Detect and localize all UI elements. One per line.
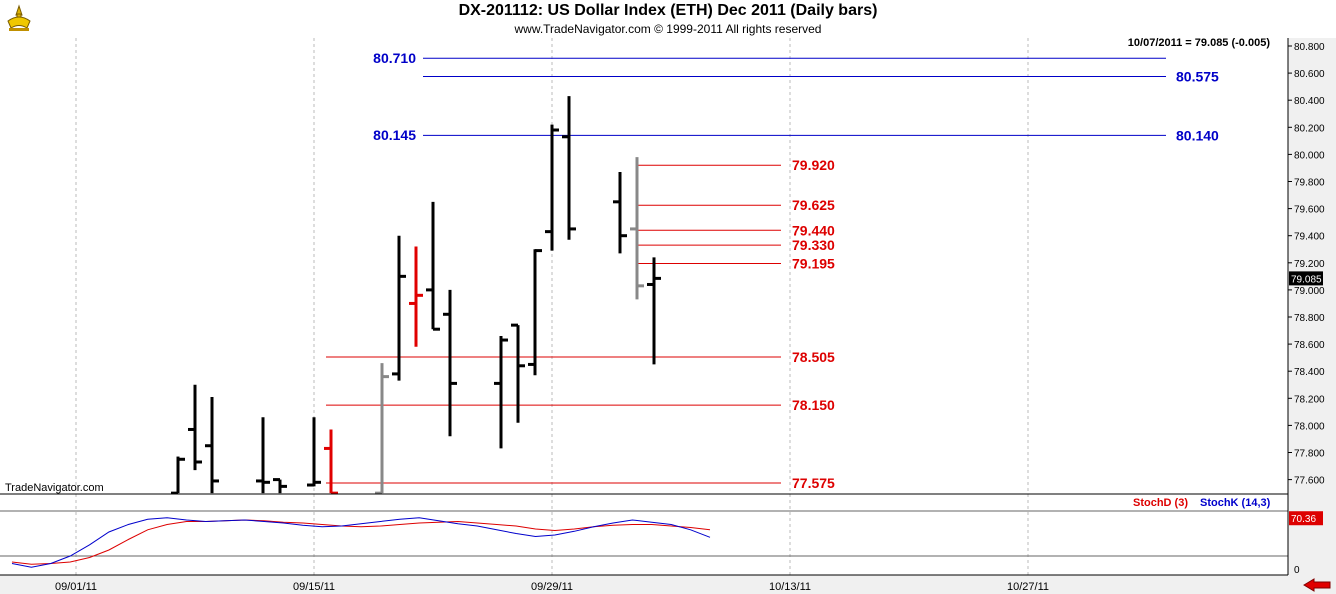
copyright-subtitle: www.TradeNavigator.com © 1999-2011 All r…: [514, 22, 822, 36]
x-tick-label: 10/27/11: [1007, 581, 1049, 593]
x-tick-label: 09/01/11: [55, 581, 97, 593]
title-bar: DX-201112: US Dollar Index (ETH) Dec 201…: [0, 0, 1336, 38]
y-tick-label: 79.800: [1294, 178, 1325, 189]
price-level-label: 80.140: [1176, 127, 1219, 143]
y-tick-label: 78.600: [1294, 340, 1325, 351]
y-tick-label: 79.600: [1294, 205, 1325, 216]
price-level-label: 77.575: [792, 475, 835, 491]
price-level-label: 79.625: [792, 197, 835, 213]
stoch-last-badge: [1289, 511, 1323, 526]
plot-background: [0, 38, 1288, 575]
price-level-label: 80.145: [373, 127, 416, 143]
y-axis-background: [1288, 38, 1336, 594]
y-tick-label: 79.000: [1294, 286, 1325, 297]
price-level-label: 79.330: [792, 237, 835, 253]
y-tick-label: 80.800: [1294, 42, 1325, 53]
y-tick-label: 80.200: [1294, 123, 1325, 134]
last-quote-label: 10/07/2011 = 79.085 (-0.005): [1128, 38, 1271, 49]
y-tick-label: 80.000: [1294, 150, 1325, 161]
price-level-label: 79.440: [792, 222, 835, 238]
price-level-label: 78.505: [792, 349, 835, 365]
x-tick-label: 09/15/11: [293, 581, 335, 593]
price-level-label: 79.195: [792, 255, 835, 271]
y-tick-label: 77.800: [1294, 449, 1325, 460]
stoch-line: [11, 517, 711, 568]
price-level-label: 78.150: [792, 397, 835, 413]
chart-title: DX-201112: US Dollar Index (ETH) Dec 201…: [458, 2, 878, 19]
stoch-legend-d: StochD (3): [1133, 497, 1188, 509]
stochastic-panel: StochD (3) StochK (14,3): [0, 497, 1288, 568]
price-chart[interactable]: 80.710 80.575 80.145 80.140 79.920 79.625 79.4…: [0, 38, 1336, 594]
last-price-label: 79.085: [1291, 274, 1322, 285]
watermark: TradeNavigator.com: [5, 482, 104, 494]
price-levels: 80.710 80.575 80.145 80.140 79.920 79.625 79.4…: [326, 50, 1219, 491]
ohlc-bars: [171, 96, 661, 494]
trade-navigator-logo-icon: [4, 4, 34, 32]
stoch-last-label: 70.36: [1291, 514, 1316, 525]
price-level-label: 79.920: [792, 157, 835, 173]
y-tick-label: 78.800: [1294, 313, 1325, 324]
y-tick-label: 78.200: [1294, 394, 1325, 405]
y-tick-label: 78.000: [1294, 421, 1325, 432]
y-tick-label: 80.600: [1294, 69, 1325, 80]
x-tick-label: 10/13/11: [769, 581, 811, 593]
scroll-arrow-icon[interactable]: [1302, 578, 1332, 592]
stoch-y-tick-label: 0: [1294, 565, 1300, 576]
axes: 09/01/11 09/15/11 09/29/11 10/13/11 10/27/11…: [0, 38, 1336, 594]
y-tick-label: 79.200: [1294, 259, 1325, 270]
last-price-badge: [1289, 271, 1323, 286]
price-level-label: 80.710: [373, 50, 416, 66]
y-tick-label: 77.600: [1294, 476, 1325, 487]
price-level-label: 80.575: [1176, 68, 1219, 84]
bar-group: [171, 96, 661, 494]
y-tick-label: 80.400: [1294, 96, 1325, 107]
stoch-legend-k: StochK (14,3): [1200, 497, 1271, 509]
x-tick-label: 09/29/11: [531, 581, 573, 593]
y-tick-label: 78.400: [1294, 367, 1325, 378]
y-tick-label: 79.400: [1294, 232, 1325, 243]
